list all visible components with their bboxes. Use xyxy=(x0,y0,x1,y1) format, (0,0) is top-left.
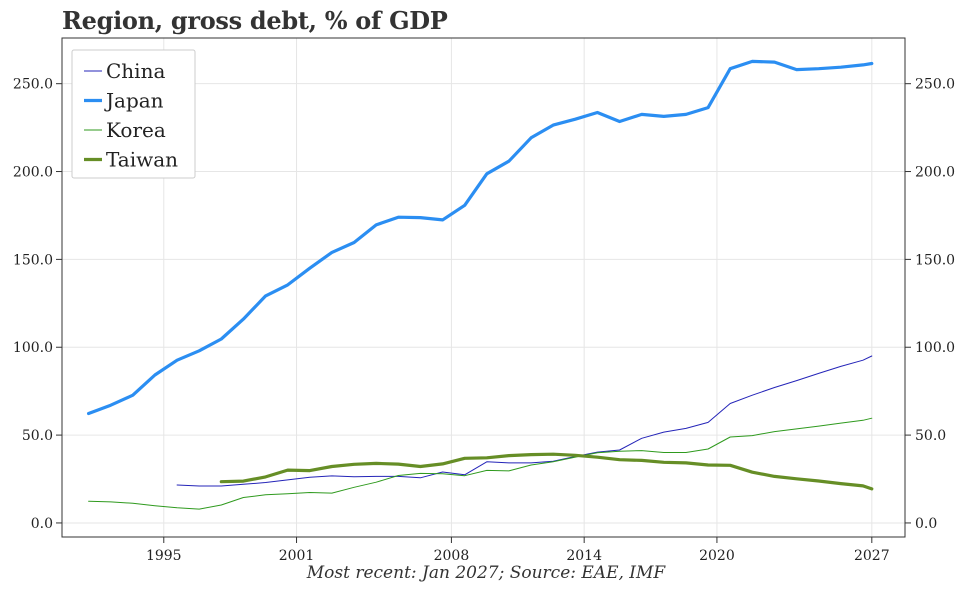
x-tick-label: 2008 xyxy=(434,548,470,564)
x-tick-label: 1995 xyxy=(146,548,182,564)
y-axis-right: 0.0 50.0 100.0 150.0 200.0 250.0 xyxy=(905,77,955,532)
legend: China Japan Korea Taiwan xyxy=(71,49,196,179)
y-tick-label-right: 150.0 xyxy=(915,252,955,268)
plot-area-frame xyxy=(61,37,906,538)
series-line-korea xyxy=(88,417,873,510)
y-tick-label-left: 200.0 xyxy=(13,165,53,181)
y-tick-label-right: 50.0 xyxy=(915,428,946,444)
series-lines xyxy=(86,59,874,510)
y-tick-label-left: 50.0 xyxy=(22,428,53,444)
legend-label-taiwan: Taiwan xyxy=(106,148,178,172)
y-tick-label-left: 150.0 xyxy=(13,252,53,268)
y-tick-label-right: 250.0 xyxy=(915,77,955,93)
series-line-china xyxy=(176,355,873,487)
x-tick-label: 2001 xyxy=(279,548,315,564)
series-line-japan xyxy=(86,59,874,416)
y-axis-left: 0.0 50.0 100.0 150.0 200.0 250.0 xyxy=(13,77,62,532)
x-tick-label: 2014 xyxy=(566,548,602,564)
x-tick-label: 2020 xyxy=(699,548,735,564)
x-axis: 1995 2001 2008 2014 2020 2027 xyxy=(146,537,890,564)
y-tick-label-left: 100.0 xyxy=(13,340,53,356)
legend-label-korea: Korea xyxy=(106,118,166,142)
y-tick-label-right: 100.0 xyxy=(915,340,955,356)
legend-box xyxy=(71,49,196,179)
x-tick-label: 2027 xyxy=(854,548,890,564)
legend-label-japan: Japan xyxy=(104,89,164,113)
chart-title: Region, gross debt, % of GDP xyxy=(62,6,448,35)
series-line-taiwan xyxy=(219,452,874,491)
y-tick-label-left: 250.0 xyxy=(13,77,53,93)
chart-caption: Most recent: Jan 2027; Source: EAE, IMF xyxy=(306,563,666,583)
y-tick-label-left: 0.0 xyxy=(31,516,53,532)
legend-label-china: China xyxy=(106,59,165,83)
y-tick-label-right: 200.0 xyxy=(915,165,955,181)
y-tick-label-right: 0.0 xyxy=(915,516,937,532)
